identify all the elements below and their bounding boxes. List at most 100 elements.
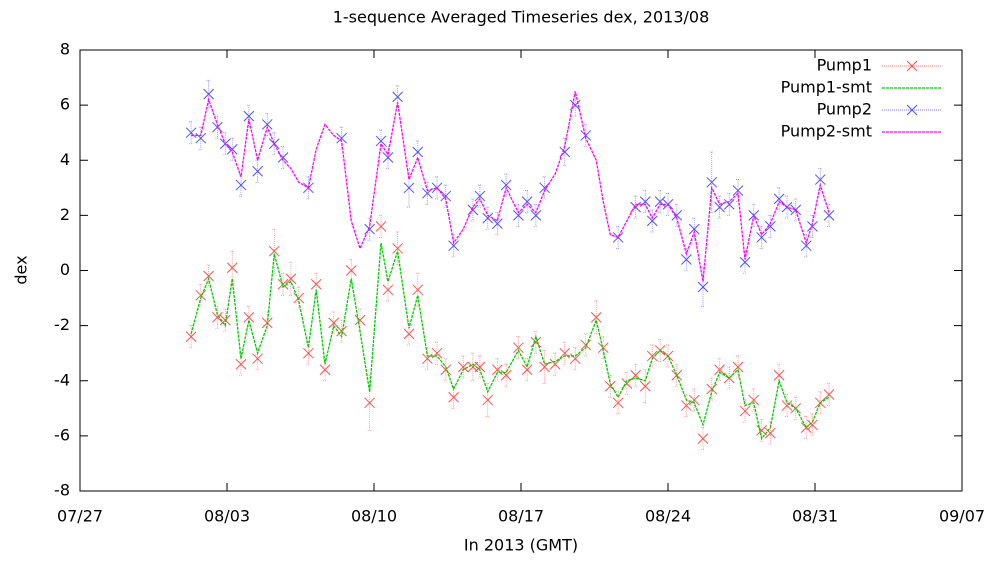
point [235,358,247,370]
point [807,419,818,431]
error-bar [793,396,798,420]
error-bar [633,363,638,387]
error-bar [215,115,220,139]
point [403,328,415,340]
error-bar [562,341,567,365]
point [482,394,494,406]
point [732,185,744,196]
error-bar [785,195,789,219]
error-bar [759,226,764,249]
error-bar [616,391,621,415]
point [354,314,366,326]
error-bar [223,308,228,332]
smooth-line [191,91,830,282]
error-bar [624,372,629,395]
point [195,289,207,301]
point [681,254,692,265]
legend-label: Pump2 [817,100,872,119]
error-bar [658,190,663,214]
x-tick-label: 08/31 [792,507,838,526]
point [440,364,452,376]
point [597,342,609,354]
error-bar [542,176,547,200]
y-tick-label: -6 [54,425,70,444]
error-bar [736,355,740,379]
error-bar [516,203,521,227]
point [500,179,512,191]
error-bar [573,347,578,371]
error-bar [701,267,705,307]
error-bar [785,394,789,417]
point [226,262,238,274]
x-tick-label: 08/10 [351,507,397,526]
error-bar [553,352,558,376]
error-bar [272,132,277,156]
point [612,397,624,409]
x-tick-label: 09/07 [939,507,985,526]
error-bar [386,146,390,169]
point [382,152,394,163]
point [203,270,214,282]
legend-item: Pump1 [817,56,942,75]
point [203,88,214,100]
error-bar [435,176,439,200]
point [336,325,347,337]
y-tick-label: 4 [60,150,70,169]
point [714,201,725,213]
error-bar [533,203,538,227]
point [756,232,767,243]
series [185,79,835,307]
error-bar [701,427,705,451]
legend-item: Pump2-smt [781,122,942,141]
error-bar [827,203,831,227]
legend-label: Pump1 [817,56,872,75]
error-bar [215,305,220,329]
error-bar [674,203,679,227]
error-bar [793,198,798,222]
error-bar [407,322,411,346]
series [185,214,835,451]
error-bar [265,311,270,335]
error-bar [504,173,509,197]
error-bar [810,413,815,437]
error-bar [461,355,466,379]
point [243,312,255,323]
point [688,394,700,406]
point [590,312,602,323]
point [474,361,486,373]
point [521,196,533,207]
point [530,210,542,221]
legend-item: Pump2 [817,100,942,119]
error-bar [768,214,773,238]
error-bar [717,195,722,219]
point [412,284,424,296]
point [646,350,658,362]
x-tick-label: 08/03 [204,507,250,526]
error-bar [281,146,285,169]
error-bar [495,212,500,236]
point [212,121,223,133]
error-bar [504,363,509,387]
point [781,400,793,411]
error-bar [246,305,251,329]
x-tick-label: 08/24 [645,507,691,526]
error-bar [736,179,740,202]
point [739,405,751,417]
point [185,331,197,343]
error-bar [265,112,270,136]
point [697,433,709,444]
y-tick-label: -8 [54,481,70,500]
point [235,179,247,191]
point [364,397,375,409]
x-tick-label: 07/27 [57,507,103,526]
point [375,221,387,232]
y-tick-label: -4 [54,370,70,389]
point [765,221,776,232]
y-tick-label: -2 [54,315,70,334]
error-bar [395,85,400,109]
series [191,91,830,282]
error-bar [650,209,655,233]
point [482,212,494,224]
point [277,152,289,163]
y-axis-label: dex [12,255,31,284]
